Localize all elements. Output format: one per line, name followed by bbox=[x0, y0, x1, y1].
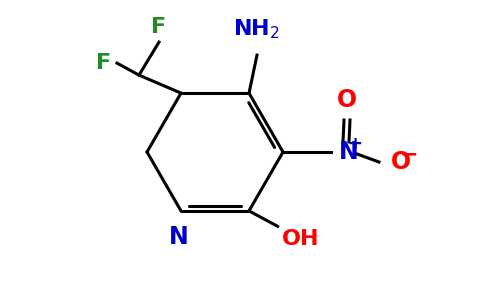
Text: −: − bbox=[400, 144, 418, 164]
Text: F: F bbox=[96, 53, 112, 73]
Text: NH$_2$: NH$_2$ bbox=[233, 17, 281, 41]
Text: F: F bbox=[151, 17, 166, 37]
Text: O: O bbox=[391, 150, 411, 174]
Text: N: N bbox=[339, 140, 359, 164]
Text: O: O bbox=[337, 88, 357, 112]
Text: OH: OH bbox=[282, 229, 320, 249]
Text: +: + bbox=[348, 135, 363, 153]
Text: N: N bbox=[169, 225, 189, 249]
